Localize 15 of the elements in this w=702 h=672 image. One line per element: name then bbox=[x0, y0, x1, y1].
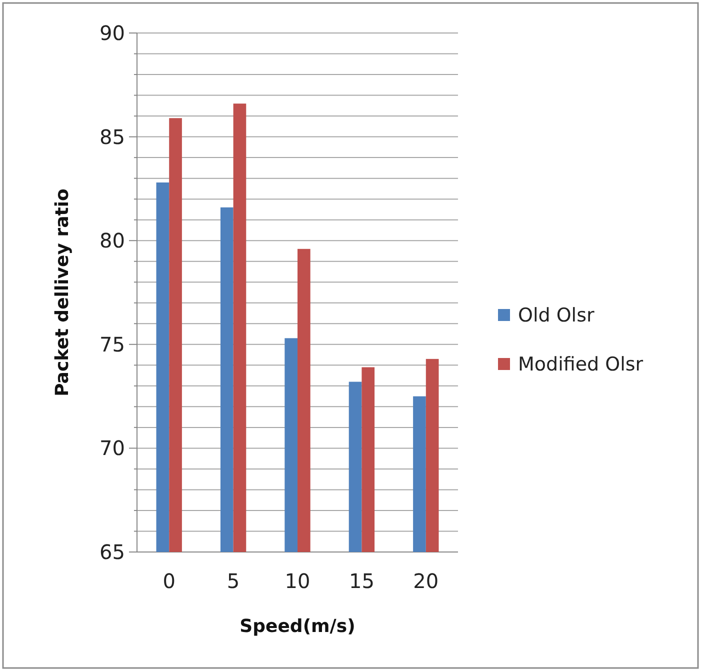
y-tick-label: 80 bbox=[100, 228, 125, 253]
y-axis-title: Packet dellivey ratio bbox=[52, 188, 73, 396]
x-axis-title: Speed(m/s) bbox=[240, 616, 356, 637]
x-tick-label: 10 bbox=[284, 569, 310, 593]
x-tick-label: 0 bbox=[162, 569, 176, 593]
legend-label: Old Olsr bbox=[518, 304, 594, 327]
y-tick-label: 70 bbox=[100, 436, 125, 460]
x-tick-label: 15 bbox=[348, 569, 374, 593]
y-tick-label: 85 bbox=[100, 124, 125, 149]
legend-label: Modified Olsr bbox=[518, 354, 644, 376]
y-tick-label: 75 bbox=[100, 332, 125, 356]
x-tick-label: 20 bbox=[413, 569, 439, 593]
y-tick-label: 90 bbox=[100, 21, 125, 45]
x-tick-label: 5 bbox=[226, 569, 240, 593]
y-tick-label: 65 bbox=[100, 540, 125, 564]
